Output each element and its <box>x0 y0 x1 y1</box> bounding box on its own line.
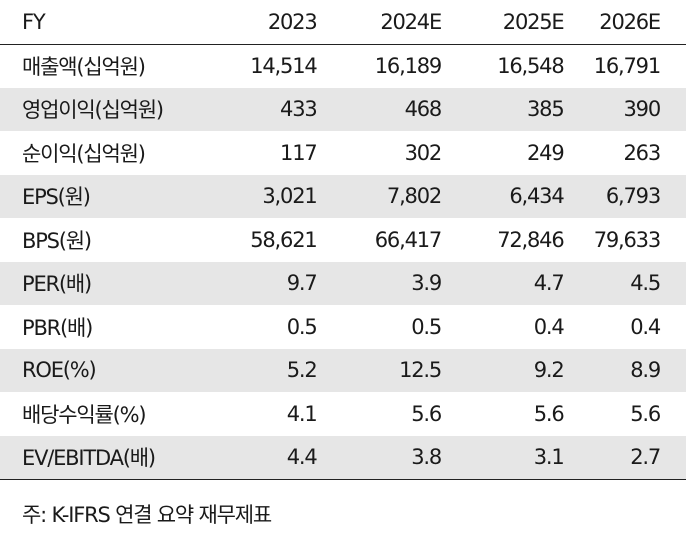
cell-value: 5.6 <box>411 401 442 426</box>
row-label: 순이익(십억원) <box>22 141 146 166</box>
cell-value: 4.5 <box>563 261 686 305</box>
cell-value: 58,621 <box>250 227 317 252</box>
cell-value: 9.7 <box>186 261 317 305</box>
cell-value: 6,434 <box>441 174 564 218</box>
cell-value: 4.7 <box>441 261 564 305</box>
cell-value: 0.5 <box>411 314 442 339</box>
footnote: 주: K-IFRS 연결 요약 재무제표 <box>22 503 272 527</box>
cell-value: 302 <box>404 140 442 165</box>
cell-value: 9.2 <box>441 348 564 392</box>
table-row: PER(배) 9.7 3.9 4.7 4.5 <box>0 261 686 305</box>
table-row: 배당수익률(%) 4.1 5.6 5.6 5.6 <box>0 392 686 436</box>
cell-value: 16,189 <box>374 54 442 78</box>
row-label: 매출액(십억원) <box>22 55 146 79</box>
cell-value: 16,548 <box>497 54 564 78</box>
cell-value: 2.7 <box>563 435 686 480</box>
cell-value: 385 <box>441 87 564 131</box>
cell-value: 16,791 <box>593 54 661 78</box>
cell-value: 66,417 <box>374 227 442 252</box>
row-label: 배당수익률(%) <box>22 402 147 427</box>
table-body: 매출액(십억원) 14,514 16,189 16,548 16,791 영업이익(십억원… <box>0 44 686 480</box>
table-row: 매출액(십억원) 14,514 16,189 16,548 16,791 <box>0 44 686 88</box>
cell-value: 117 <box>280 140 317 165</box>
cell-value: 6,793 <box>563 174 686 218</box>
header-year: 2025E <box>441 0 564 45</box>
row-label: PER(배) <box>0 261 187 305</box>
cell-value: 0.4 <box>533 314 564 339</box>
cell-value: 12.5 <box>316 348 442 392</box>
row-label: 영업이익(십억원) <box>0 87 187 131</box>
table-row: 순이익(십억원) 117 302 249 263 <box>0 131 686 175</box>
cell-value: 3.9 <box>316 261 442 305</box>
row-label: ROE(%) <box>0 348 187 392</box>
cell-value: 468 <box>316 87 442 131</box>
cell-value: 263 <box>623 140 662 165</box>
header-year: 2024E <box>316 0 442 45</box>
cell-value: 79,633 <box>593 227 661 252</box>
header-year: 2023 <box>186 0 317 45</box>
cell-value: 5.6 <box>533 401 564 426</box>
financial-table: FY 2023 2024E 2025E 2026E 매출액(십억원) 14,514… <box>0 0 686 480</box>
table-row: BPS(원) 58,621 66,417 72,846 79,633 <box>0 218 686 262</box>
cell-value: 5.6 <box>630 401 661 426</box>
table-row: EPS(원) 3,021 7,802 6,434 6,793 <box>0 174 686 218</box>
row-label: EV/EBITDA(배) <box>0 435 187 480</box>
row-label: BPS(원) <box>22 228 92 253</box>
cell-value: 7,802 <box>316 174 442 218</box>
table-row: ROE(%) 5.2 12.5 9.2 8.9 <box>0 348 686 392</box>
cell-value: 249 <box>527 140 564 165</box>
table-row: EV/EBITDA(배) 4.4 3.8 3.1 2.7 <box>0 435 686 480</box>
header-row: FY 2023 2024E 2025E 2026E <box>0 0 686 45</box>
cell-value: 390 <box>563 87 686 131</box>
cell-value: 3.1 <box>441 435 564 480</box>
cell-value: 3.8 <box>316 435 442 480</box>
table-row: 영업이익(십억원) 433 468 385 390 <box>0 87 686 131</box>
cell-value: 8.9 <box>563 348 686 392</box>
cell-value: 0.4 <box>630 314 661 339</box>
cell-value: 3,021 <box>186 174 317 218</box>
header-label: FY <box>0 0 187 45</box>
cell-value: 433 <box>186 87 317 131</box>
cell-value: 4.4 <box>186 435 317 480</box>
cell-value: 72,846 <box>497 227 564 252</box>
table-row: PBR(배) 0.5 0.5 0.4 0.4 <box>0 305 686 349</box>
cell-value: 0.5 <box>286 314 317 339</box>
cell-value: 4.1 <box>286 401 317 426</box>
header-year: 2026E <box>563 0 686 45</box>
cell-value: 14,514 <box>250 54 317 78</box>
row-label: EPS(원) <box>0 174 187 218</box>
cell-value: 5.2 <box>186 348 317 392</box>
row-label: PBR(배) <box>22 315 93 340</box>
